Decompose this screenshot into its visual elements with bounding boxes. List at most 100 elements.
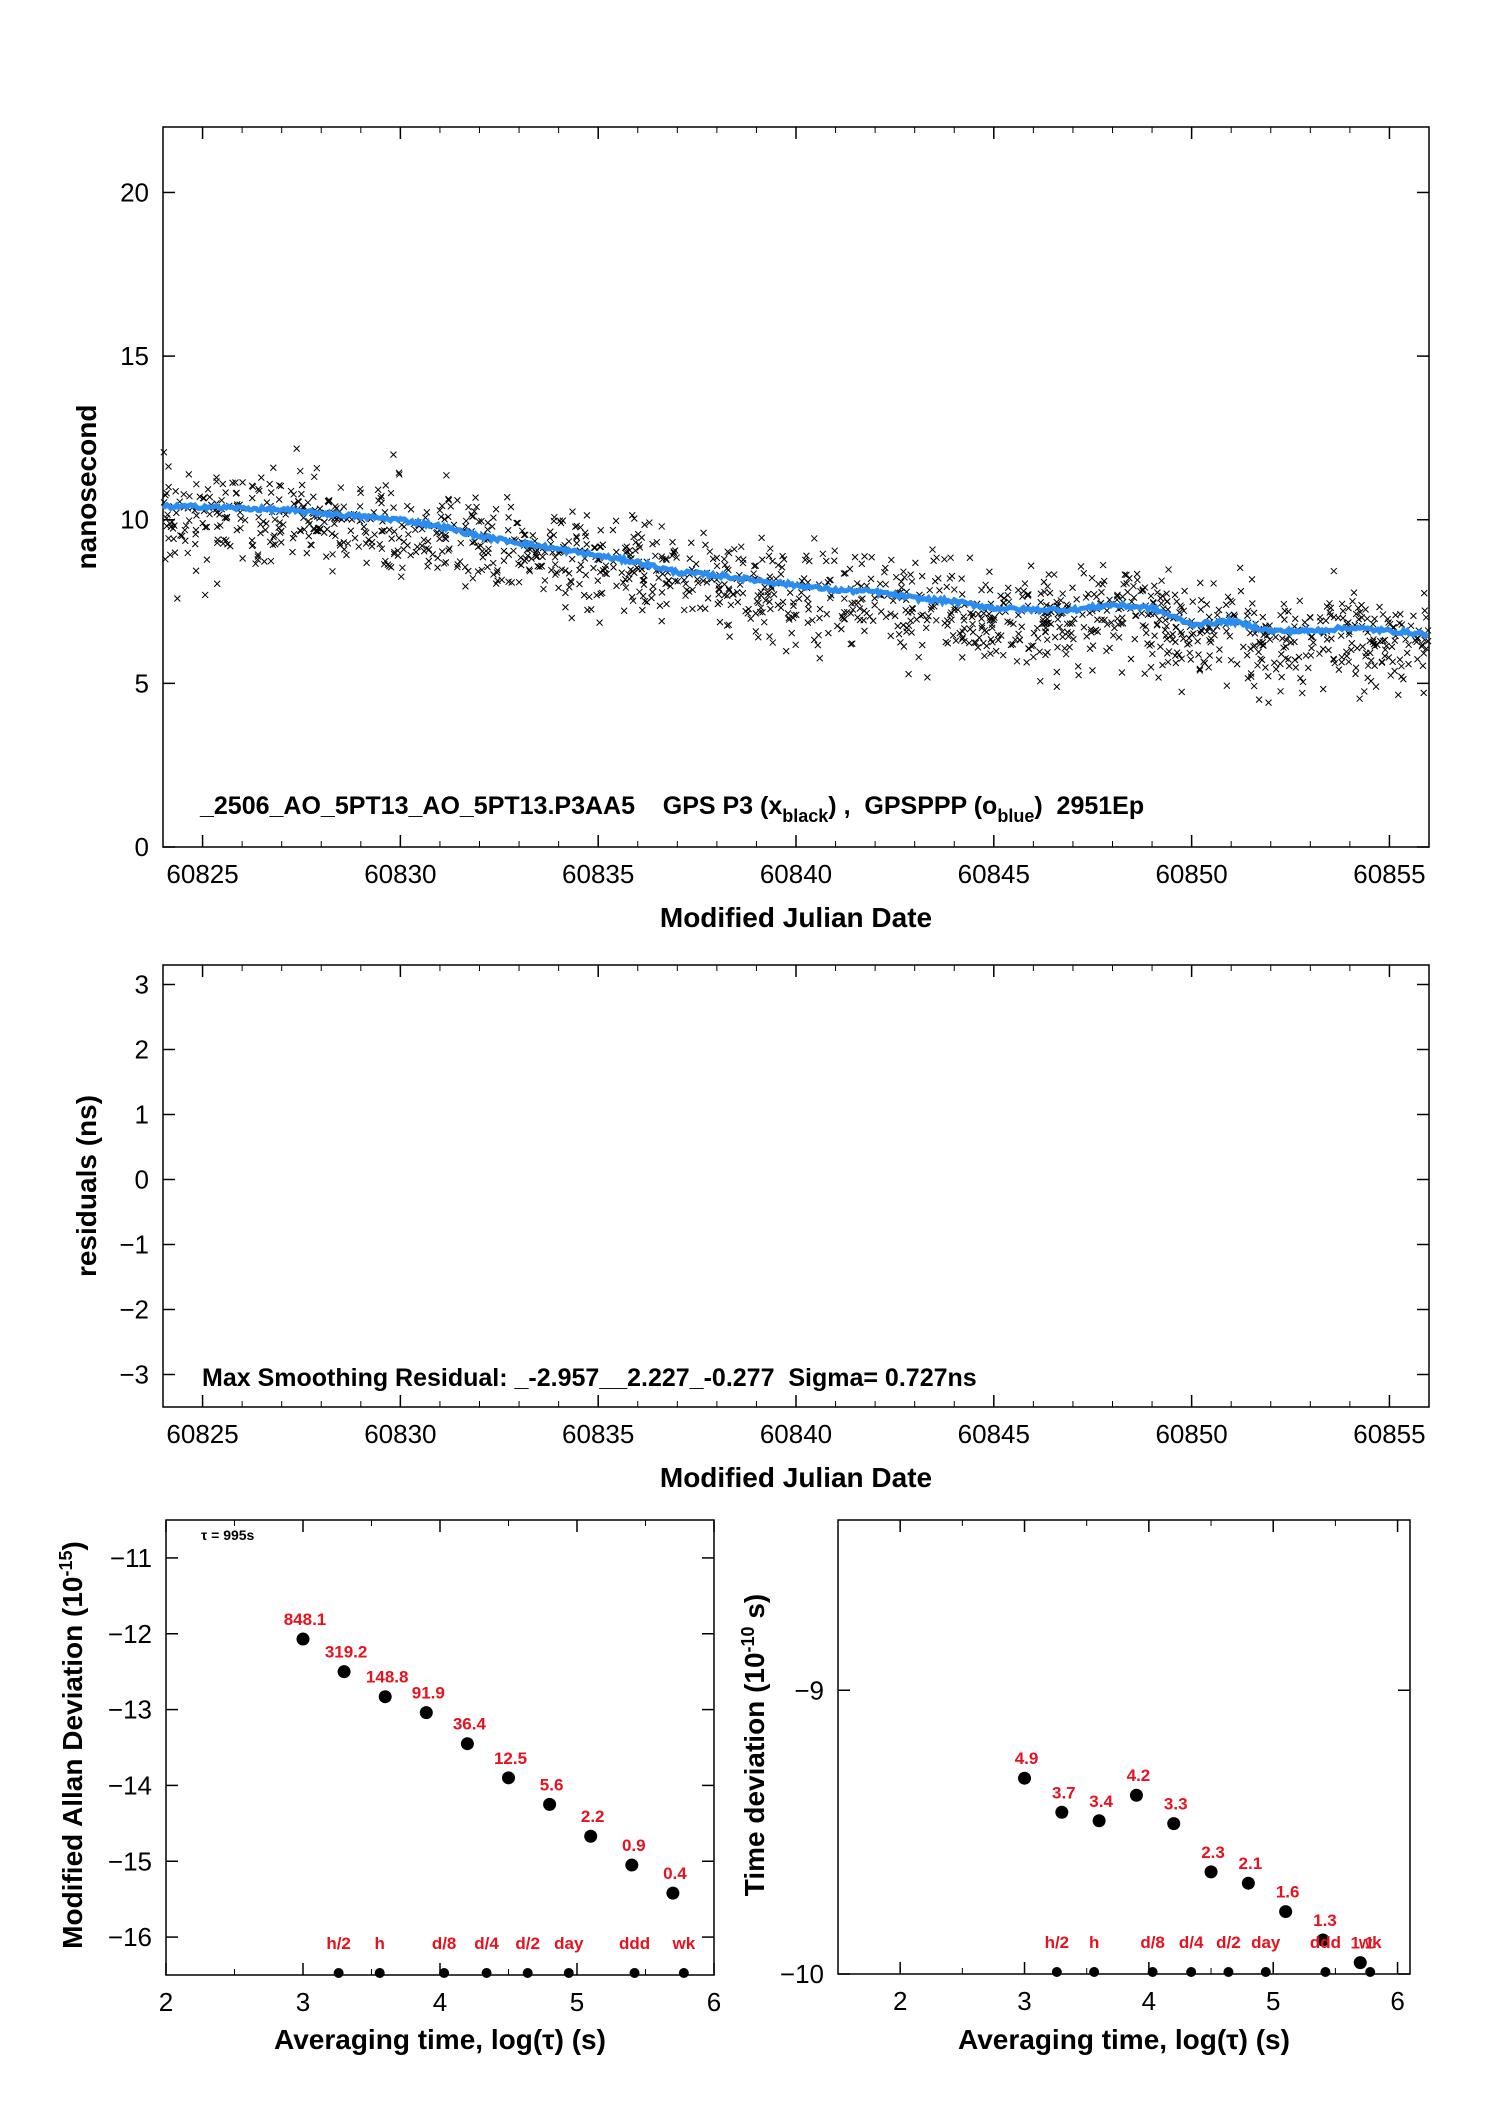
gps-p3-point: [932, 616, 940, 624]
gps-p3-point: [573, 539, 581, 547]
gps-p3-point: [558, 566, 566, 573]
gps-p3-point: [1270, 659, 1278, 667]
gps-p3-point: [856, 616, 864, 624]
time-marker-label: day: [554, 1934, 584, 1953]
deviation-point: [1279, 1905, 1293, 1919]
gps-p3-point: [816, 614, 823, 622]
gps-p3-point: [848, 640, 856, 648]
gps-p3-point: [882, 613, 890, 621]
gps-p3-point: [376, 540, 384, 548]
gps-p3-point: [630, 515, 638, 522]
gps-p3-point: [1187, 656, 1195, 663]
gps-p3-point: [206, 510, 213, 518]
gps-p3-point: [1084, 590, 1092, 598]
gps-p3-point: [192, 526, 200, 534]
gps-p3-point: [262, 526, 269, 534]
gps-p3-point: [801, 556, 809, 564]
gps-p3-point: [1281, 616, 1288, 623]
gps-p3-point: [1086, 645, 1094, 653]
gps-p3-point: [936, 587, 943, 594]
gps-p3-point: [1228, 598, 1236, 606]
gps-p3-point: [1163, 597, 1171, 605]
gps-p3-point: [407, 551, 414, 559]
gps-p3-point: [180, 490, 188, 498]
gps-p3-point: [649, 582, 657, 590]
gps-p3-point: [203, 556, 211, 563]
gps-p3-point: [1385, 654, 1393, 661]
gps-p3-point: [1247, 673, 1255, 680]
gps-p3-point: [397, 573, 405, 581]
gps-p3-point: [298, 490, 305, 498]
gps-p3-point: [967, 609, 974, 617]
gps-p3-point: [905, 670, 912, 678]
gps-p3-point: [792, 641, 800, 649]
gps-p3-point: [1205, 613, 1213, 621]
gps-p3-point: [1016, 636, 1024, 644]
x-tick-label: 60850: [1155, 1419, 1227, 1449]
time-marker-point: [333, 1968, 344, 1978]
gps-p3-point: [912, 559, 919, 567]
gps-p3-point: [597, 526, 605, 534]
gps-p3-point: [440, 560, 448, 567]
gps-p3-point: [1352, 610, 1360, 618]
gps-p3-point: [649, 588, 656, 596]
deviation-point-label: 3.4: [1089, 1792, 1113, 1811]
gps-p3-point: [257, 474, 265, 482]
gps-p3-point: [658, 589, 666, 596]
gps-p3-point: [833, 622, 841, 630]
gps-p3-point: [521, 531, 529, 539]
x-tick-label: 4: [433, 1987, 447, 2017]
gps-p3-point: [867, 575, 875, 583]
time-marker-label: wk: [672, 1934, 696, 1953]
gps-p3-point: [1169, 636, 1176, 644]
gps-p3-point: [1410, 612, 1417, 620]
gps-p3-point: [825, 629, 832, 637]
x-tick-label: 60830: [364, 1419, 436, 1449]
time-marker-point: [629, 1968, 640, 1978]
x-tick-label: 60840: [760, 859, 832, 889]
time-marker-label: h: [1089, 1933, 1099, 1952]
gps-p3-point: [378, 527, 385, 535]
deviation-point-label: 2.3: [1201, 1843, 1225, 1862]
gps-p3-point: [573, 534, 581, 542]
gps-p3-point: [1098, 616, 1105, 624]
gps-p3-point: [1165, 648, 1173, 655]
gps-p3-point: [1073, 596, 1081, 603]
y-tick-label: −11: [110, 1543, 152, 1573]
gps-p3-point: [1029, 642, 1037, 649]
deviation-point: [1129, 1788, 1143, 1802]
gps-p3-point: [404, 530, 412, 538]
gps-p3-point: [181, 537, 189, 545]
gps-p3-point: [952, 637, 960, 645]
x-tick-label: 4: [1142, 1986, 1156, 2016]
gps-p3-point: [689, 586, 696, 594]
gps-p3-point: [262, 520, 270, 527]
gps-p3-point: [1244, 674, 1252, 682]
gps-p3-point: [525, 566, 533, 573]
gps-p3-point: [842, 569, 849, 577]
gps-p3-point: [1197, 606, 1205, 613]
gps-p3-point: [1335, 666, 1343, 673]
gps-p3-point: [1326, 599, 1333, 607]
gps-p3-point: [656, 602, 664, 610]
gps-p3-point: [907, 617, 914, 625]
time-marker-point: [678, 1968, 689, 1978]
gps-p3-point: [1347, 646, 1355, 654]
gps-p3-point: [224, 540, 231, 548]
gps-p3-point: [1063, 620, 1071, 628]
deviation-point-label: 319.2: [325, 1643, 368, 1662]
gps-p3-point: [1203, 628, 1211, 635]
gps-p3-point: [1317, 617, 1324, 625]
gps-p3-point: [1018, 623, 1026, 631]
gps-p3-point: [737, 543, 745, 551]
gps-p3-point: [805, 557, 813, 565]
gps-p3-point: [810, 535, 818, 542]
gps-p3-point: [709, 555, 717, 563]
gps-p3-point: [1372, 683, 1380, 691]
panel-mdev: 2 3 4 5 6 −16 −15 −14 −13 −12 −11 848.1 319.2 148.89…: [56, 1519, 721, 2055]
gps-p3-point: [336, 541, 344, 549]
gps-p3-point: [191, 540, 199, 548]
gps-p3-point: [192, 567, 200, 575]
gps-p3-point: [557, 519, 565, 527]
gps-p3-point: [222, 489, 229, 496]
